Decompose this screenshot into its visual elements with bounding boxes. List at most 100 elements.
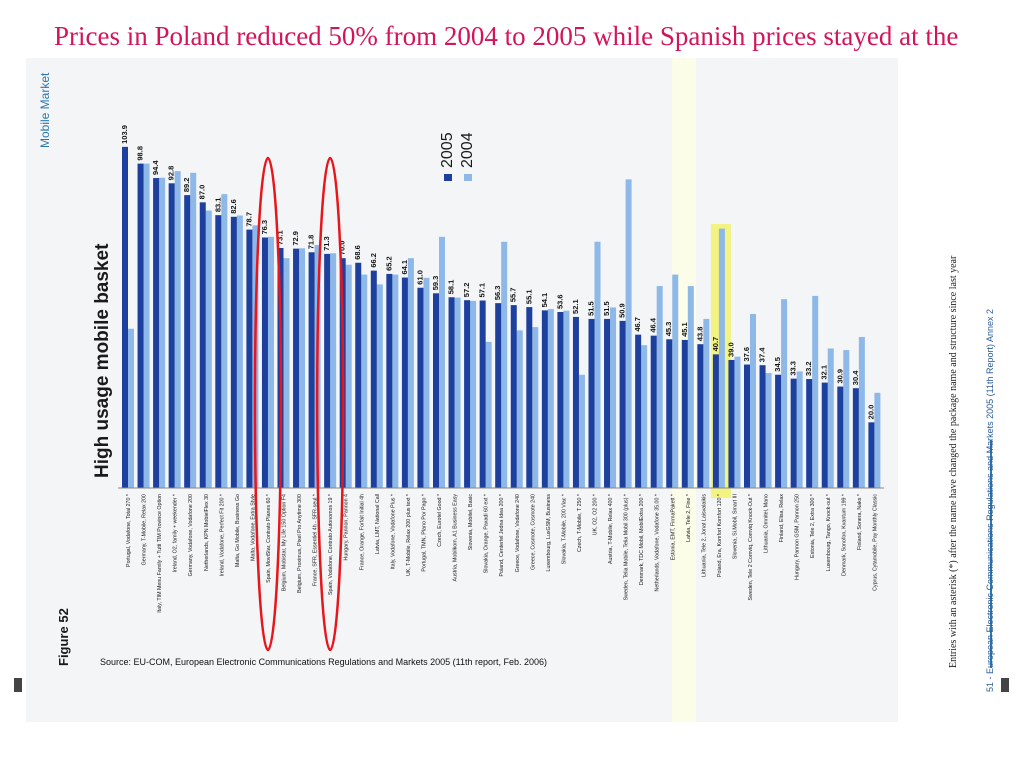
data-label: 57.2 (462, 283, 471, 298)
data-label: 68.6 (353, 245, 362, 260)
bar-2004 (376, 284, 383, 488)
bar-2005 (759, 365, 766, 488)
data-label: 70.0 (338, 241, 347, 256)
data-label: 46.7 (633, 317, 642, 332)
data-label: 87.0 (198, 185, 207, 200)
category-label: Ireland, O2, family + weekender * (173, 494, 179, 572)
category-label: UK, T-Mobile, Relax 200 plus text * (406, 494, 412, 576)
bar-2005 (821, 382, 828, 488)
category-label: France, SFR, Essentiel 4h - SFR-seul * (313, 494, 319, 586)
bar-2004 (516, 330, 523, 488)
bar-2004 (812, 295, 819, 488)
bar-2005 (324, 253, 331, 488)
data-label: 32.1 (820, 365, 829, 380)
data-label: 37.4 (758, 347, 767, 362)
bar-2005 (355, 262, 362, 488)
category-label: Malta, Vodafone, Extra Style (250, 494, 256, 561)
bar-2004 (174, 171, 181, 489)
bar-2004 (796, 371, 803, 488)
category-label: Sweden, Telia Mobile, Telia Mobil 300 (p… (624, 494, 630, 600)
bar-2005 (168, 183, 175, 488)
bar-2005 (199, 202, 206, 488)
category-label: Finland, Elisa, Relax (779, 494, 785, 543)
category-label: Malta, Go Mobile, Business Go (235, 494, 241, 567)
bar-2005 (308, 252, 315, 488)
category-label: Austria, T-Mobile, Relax 400 * (608, 494, 614, 564)
bar-2005 (744, 364, 750, 488)
data-label: 45.1 (680, 322, 689, 337)
bar-2004 (703, 318, 710, 488)
category-label: Denmark, Sonofon, Kvantum 199 * (841, 494, 847, 576)
category-label: Estonia, Tele 2, Extra 300 * (810, 494, 816, 558)
data-label: 54.1 (540, 293, 549, 308)
slide-marker-left (14, 678, 22, 692)
bar-2005 (464, 300, 471, 488)
data-label: 51.5 (587, 301, 596, 316)
category-label: Latvia, LMT, National Call (375, 494, 381, 554)
category-label: Germany, Vodafone, Vodafone 200 (188, 494, 194, 576)
bar-2005 (557, 312, 564, 488)
bar-2005 (604, 318, 611, 488)
data-label: 30.9 (835, 369, 844, 384)
bar-2005 (790, 378, 797, 488)
bar-2005 (837, 386, 844, 488)
bar-2005 (712, 354, 719, 488)
data-label: 33.3 (789, 361, 798, 376)
bar-2004 (563, 310, 570, 488)
bar-2004 (345, 264, 352, 488)
category-label: Belgium, Mobistar, My Life 150 Option F4 (282, 494, 288, 591)
category-label: Slovenia, Mobitel, Basic (468, 494, 474, 551)
bar-2005 (541, 310, 548, 488)
category-label: Lithuania, Omnitel, Mano (764, 494, 770, 553)
bar-2004 (843, 350, 850, 488)
bar-2004 (827, 348, 834, 488)
data-label: 58.1 (447, 280, 456, 295)
category-label: Austria, Mobilkom, A1 Business Easy (453, 494, 459, 582)
data-label: 78.7 (244, 212, 253, 227)
category-label: Ireland, Vodafone, Perfect Fit 200 * (219, 494, 225, 576)
category-label: Greece, Vodafone, Vodafone 240 (515, 494, 521, 572)
data-label: 71.8 (307, 235, 316, 250)
category-label: UK, O2, O2 200 * (593, 494, 599, 535)
category-label: Netherlands, KPN MobielFlex 30 (204, 494, 210, 571)
data-label: 59.3 (431, 276, 440, 291)
bar-2004 (547, 309, 554, 488)
bar-2004 (687, 286, 694, 488)
category-label: Spain, MoviStar, Contrato Planes 60 * (266, 494, 272, 583)
category-label: Latvia, Tele 2, Fine * (686, 494, 692, 542)
data-label: 51.5 (602, 301, 611, 316)
bar-2005 (510, 305, 517, 488)
bar-2004 (128, 328, 134, 488)
bar-2005 (261, 237, 268, 488)
data-label: 65.2 (384, 256, 393, 271)
bar-2005 (619, 320, 626, 488)
category-label: Hungary, Pannon GSM, Pannon 250 (795, 494, 801, 580)
bar-2004 (392, 274, 399, 488)
bar-2005 (293, 248, 300, 488)
footnote-rule (990, 440, 992, 668)
bar-2005 (572, 316, 579, 488)
bar-2004 (439, 236, 445, 488)
category-label: Netherlands, Vodafone, Vodafone 35.00 * (655, 494, 661, 591)
bar-2004 (765, 373, 772, 488)
category-label: Czech, Eurotel Good * (437, 494, 443, 547)
bar-2004 (578, 374, 585, 488)
bar-2004 (874, 392, 881, 488)
data-label: 56.3 (493, 286, 502, 301)
category-label: Luxembourg, Tango, Knock-out * (826, 494, 832, 571)
bar-2005 (448, 297, 455, 488)
footnote-source: 51 - European Electronic Communications … (985, 308, 995, 692)
bar-2005 (635, 334, 642, 488)
bar-2005 (417, 287, 424, 488)
bar-2005 (370, 270, 377, 488)
bar-2005 (433, 293, 439, 488)
data-label: 98.8 (136, 146, 145, 161)
data-label: 76.3 (260, 220, 269, 235)
bar-2005 (852, 388, 859, 488)
bar-2004 (221, 194, 228, 488)
category-label: Italy, Vodafone, Vodafone Plus * (390, 494, 396, 569)
bar-2005 (122, 146, 128, 488)
category-label: Lithuania, Tele 2, Jonat Laisvalaikis (701, 494, 707, 577)
bar-2005 (230, 216, 237, 488)
